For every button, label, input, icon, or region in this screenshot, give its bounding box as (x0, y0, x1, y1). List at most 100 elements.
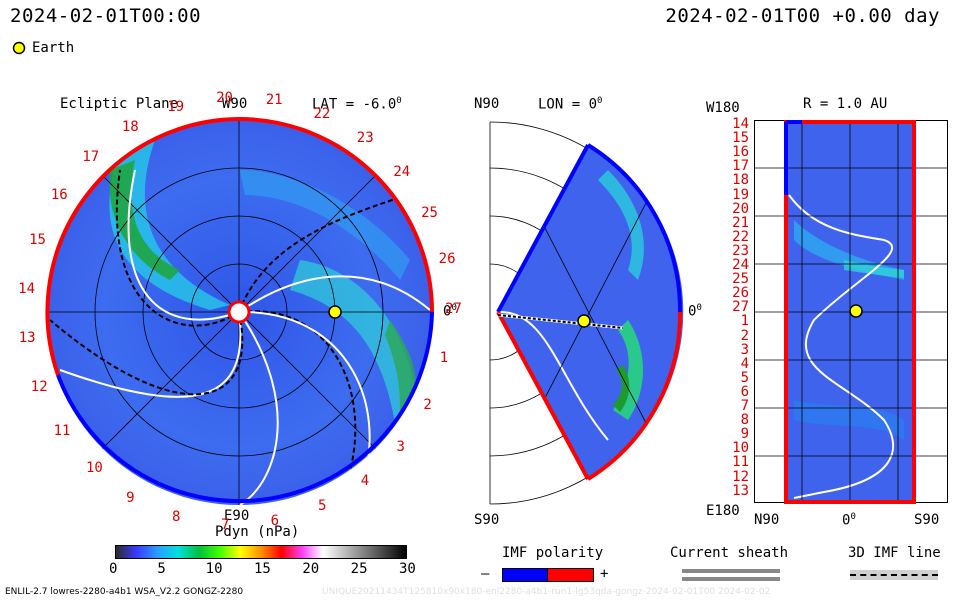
sector-label: 23 (356, 129, 374, 146)
sector-label: 2 (423, 396, 432, 413)
earth-legend: Earth (12, 40, 74, 56)
imf3d-title: 3D IMF line (848, 545, 941, 561)
sector-label: 10 (85, 460, 103, 477)
colorbar (115, 545, 407, 559)
sector-label: 25 (421, 204, 438, 221)
imf-positive-swatch (547, 568, 594, 582)
radial-row-label: 1 (740, 313, 749, 330)
radial-row-label: 27 (732, 299, 749, 316)
earth-marker-icon (12, 41, 26, 55)
radial-row-label: 23 (732, 242, 749, 259)
radial-row-label: 10 (732, 440, 749, 457)
sector-label: 12 (30, 378, 48, 395)
sun-icon (227, 300, 251, 324)
radial-n90-label: N90 (754, 512, 780, 528)
meridional-boundary-top (496, 144, 590, 313)
sector-label: 5 (318, 498, 327, 515)
colorbar-tick: 15 (254, 561, 271, 577)
timestamp-right: 2024-02-01T00 +0.00 day (665, 5, 940, 27)
meridional-n90-label: N90 (474, 96, 500, 112)
meridional-s90-label: S90 (474, 512, 500, 528)
colorbar-tick: 10 (205, 561, 223, 577)
ecliptic-stream-region-3 (240, 170, 410, 280)
sector-label: 6 (270, 513, 280, 530)
radial-e180-label: E180 (706, 503, 740, 519)
radial-stream-region (794, 220, 904, 280)
sector-label: 15 (29, 232, 46, 249)
earth-marker-icon (328, 305, 342, 319)
radial-row-label: 11 (732, 454, 749, 471)
imf-polarity-title: IMF polarity (502, 545, 604, 561)
sector-label: 4 (360, 473, 370, 490)
radial-row-label: 13 (732, 482, 749, 499)
meridional-stream-region (598, 170, 644, 280)
ecliptic-plot (45, 116, 434, 505)
colorbar-tick: 5 (157, 561, 166, 577)
meridional-imf-line (497, 314, 624, 329)
radial-plot (754, 120, 948, 504)
colorbar-tick: 25 (350, 561, 368, 577)
earth-legend-label: Earth (32, 40, 75, 56)
sector-label: 17 (82, 149, 100, 166)
meridional-boundary-bottom (496, 311, 590, 480)
ecliptic-stream-region (109, 140, 230, 310)
radial-row-label: 7 (740, 398, 749, 414)
radial-row-label: 4 (740, 355, 749, 372)
colorbar-title: Pdyn (nPa) (215, 524, 300, 540)
sector-label: 24 (393, 163, 411, 180)
radial-row-label: 8 (740, 412, 749, 429)
sector-label: 1 (439, 349, 449, 366)
sector-label: 9 (126, 489, 135, 506)
sector-label: 26 (438, 251, 456, 268)
radial-row-label: 14 (732, 116, 749, 132)
sector-label: 7 (221, 516, 230, 533)
radial-row-label: 5 (740, 369, 749, 386)
sector-label: 27 (444, 300, 462, 317)
footer-run-info: UNIQUE20211434T125810x90x180-enl2280-a4b… (322, 587, 771, 597)
imf3d-line (850, 574, 938, 576)
current-sheath-line-2 (682, 577, 780, 581)
sector-label: 16 (50, 187, 68, 204)
ecliptic-lat-label: LAT = -6.00 (312, 96, 402, 113)
radial-row-label: 26 (732, 285, 749, 302)
timestamp-left: 2024-02-01T00:00 (10, 5, 202, 27)
meridional-lon-label: LON = 00 (538, 96, 603, 113)
radial-stream-region-3 (794, 400, 904, 440)
sector-label: 22 (313, 105, 331, 122)
radial-row-label: 15 (732, 130, 749, 147)
radial-title: R = 1.0 AU (803, 96, 888, 112)
earth-marker-icon (849, 304, 863, 318)
radial-row-label: 3 (740, 341, 749, 358)
meridional-arc-positive (586, 311, 683, 481)
radial-boundary-positive (784, 120, 916, 504)
radial-row-label: 12 (732, 468, 749, 485)
sector-label: 3 (396, 438, 405, 455)
radial-s90-label: S90 (914, 512, 940, 528)
meridional-arc-negative (586, 143, 683, 313)
radial-row-label: 18 (732, 172, 749, 189)
radial-row-label: 9 (740, 426, 749, 443)
sector-label: 14 (18, 280, 36, 297)
radial-zero-label: 00 (842, 512, 856, 529)
ecliptic-zero-label: 00 (443, 303, 457, 320)
colorbar-tick: 20 (302, 561, 320, 577)
radial-row-label: 17 (732, 158, 749, 175)
sector-label: 11 (53, 422, 71, 439)
meridional-field-line (498, 310, 609, 441)
sector-label: 13 (18, 330, 36, 347)
colorbar-tick: 30 (399, 561, 416, 577)
radial-row-label: 16 (732, 144, 749, 161)
radial-row-label: 21 (732, 214, 749, 231)
earth-marker-icon (577, 314, 591, 328)
sector-label: 8 (172, 508, 181, 525)
current-sheath-line (682, 569, 780, 573)
meridional-zero-label: 00 (688, 303, 702, 320)
imf-negative-swatch (502, 568, 549, 582)
ecliptic-highdensity-region-2 (385, 320, 417, 410)
ecliptic-e90-label: E90 (224, 508, 250, 524)
imf-minus-label: – (481, 566, 490, 582)
meridional-core-region (613, 365, 630, 412)
radial-w180-label: W180 (706, 100, 740, 116)
radial-row-label: 19 (732, 186, 749, 203)
radial-row-label: 2 (740, 327, 749, 344)
